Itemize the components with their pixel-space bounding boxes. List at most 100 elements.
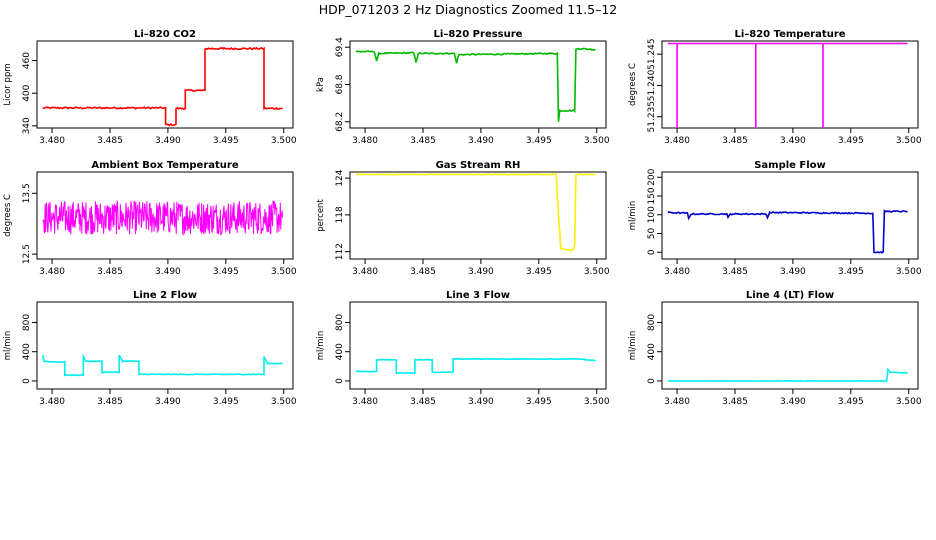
x-tick-label: 3.495	[213, 267, 239, 277]
x-tick-label: 3.500	[271, 136, 297, 146]
series-line	[667, 209, 908, 254]
chart-panels: Li–820 CO2 3.480 3.485 3.490 3.495 3.500 340 40…	[3, 29, 922, 407]
x-tick-label: 3.480	[352, 267, 378, 277]
x-tick-label: 3.485	[97, 267, 123, 277]
chart-panel: Line 3 Flow 3.480 3.485 3.490 3.495 3.500 0 400…	[316, 290, 610, 407]
x-tick-label: 3.480	[39, 136, 65, 146]
x-tick-label: 3.480	[664, 267, 690, 277]
y-tick-label: 800	[335, 314, 345, 331]
x-tick-label: 3.480	[39, 267, 65, 277]
x-tick-label: 3.490	[468, 136, 494, 146]
y-tick-label: 69.4	[335, 37, 345, 57]
y-tick-label: 68.2	[335, 112, 345, 132]
y-tick-label: 0	[647, 249, 657, 255]
chart-panel: Line 4 (LT) Flow 3.480 3.485 3.490 3.495 3.50…	[628, 290, 922, 407]
panel-title: Li–820 Temperature	[734, 29, 845, 40]
y-tick-label: 51.240	[647, 69, 657, 101]
x-tick-label: 3.480	[352, 397, 378, 407]
x-tick-label: 3.485	[97, 397, 123, 407]
y-tick-label: 460	[22, 52, 32, 69]
y-tick-label: 100	[647, 206, 657, 223]
y-axis-label: kPa	[316, 77, 326, 92]
y-tick-label: 124	[335, 169, 345, 186]
panel-title: Ambient Box Temperature	[91, 160, 238, 171]
y-axis-label: degrees C	[3, 194, 13, 237]
panel-title: Li–820 Pressure	[434, 29, 523, 40]
series-line	[355, 173, 596, 252]
y-tick-label: 800	[647, 314, 657, 331]
y-tick-label: 800	[22, 314, 32, 331]
y-tick-label: 68.8	[335, 74, 345, 94]
x-tick-label: 3.490	[780, 136, 806, 146]
plot-frame	[661, 171, 919, 260]
chart-panel: Sample Flow 3.480 3.485 3.490 3.495 3.500 0 50 1…	[628, 160, 922, 277]
y-tick-label: 0	[335, 378, 345, 384]
y-tick-label: 200	[647, 168, 657, 185]
y-tick-label: 400	[22, 84, 32, 101]
y-axis-label: ml/min	[628, 201, 638, 231]
y-tick-label: 50	[647, 228, 657, 240]
y-tick-label: 150	[647, 187, 657, 204]
y-tick-label: 0	[647, 378, 657, 384]
x-tick-label: 3.495	[838, 397, 864, 407]
x-tick-label: 3.495	[526, 397, 552, 407]
x-tick-label: 3.490	[155, 397, 181, 407]
x-tick-label: 3.495	[526, 267, 552, 277]
x-tick-label: 3.490	[468, 267, 494, 277]
x-tick-label: 3.495	[838, 136, 864, 146]
series-line	[42, 353, 283, 377]
plot-frame	[36, 171, 294, 260]
x-tick-label: 3.495	[526, 136, 552, 146]
x-tick-label: 3.485	[97, 136, 123, 146]
x-tick-label: 3.500	[584, 397, 610, 407]
figure-title: HDP_071203 2 Hz Diagnostics Zoomed 11.5–…	[319, 2, 618, 17]
y-axis-label: ml/min	[316, 331, 326, 361]
y-tick-label: 340	[22, 117, 32, 134]
y-tick-label: 400	[335, 343, 345, 360]
x-tick-label: 3.500	[584, 136, 610, 146]
x-tick-label: 3.485	[410, 136, 436, 146]
chart-panel: Li–820 CO2 3.480 3.485 3.490 3.495 3.500 340 40…	[3, 29, 297, 146]
y-tick-label: 13.5	[22, 183, 32, 203]
plot-frame	[661, 301, 919, 390]
series-line	[355, 47, 596, 122]
y-axis-label: ml/min	[3, 331, 13, 361]
series-line	[667, 367, 908, 382]
plot-frame	[36, 40, 294, 129]
chart-panel: Li–820 Pressure 3.480 3.485 3.490 3.495 3.500…	[316, 29, 610, 146]
x-tick-label: 3.485	[722, 267, 748, 277]
x-tick-label: 3.480	[39, 397, 65, 407]
x-tick-label: 3.490	[780, 267, 806, 277]
y-axis-label: Licor ppm	[3, 63, 13, 105]
x-tick-label: 3.500	[584, 267, 610, 277]
x-tick-label: 3.485	[410, 267, 436, 277]
series-line	[42, 200, 284, 236]
x-tick-label: 3.480	[664, 397, 690, 407]
y-tick-label: 51.235	[647, 101, 657, 133]
y-tick-label: 51.245	[647, 38, 657, 70]
panel-title: Li–820 CO2	[134, 29, 196, 40]
x-tick-label: 3.485	[722, 136, 748, 146]
plot-frame	[349, 171, 607, 260]
y-axis-label: degrees C	[628, 63, 638, 106]
x-tick-label: 3.500	[271, 267, 297, 277]
y-axis-label: ml/min	[628, 331, 638, 361]
series-line	[355, 357, 596, 375]
x-tick-label: 3.485	[722, 397, 748, 407]
x-tick-label: 3.490	[468, 397, 494, 407]
x-tick-label: 3.495	[213, 397, 239, 407]
panel-title: Line 2 Flow	[133, 290, 197, 301]
x-tick-label: 3.490	[155, 136, 181, 146]
y-tick-label: 12.5	[22, 244, 32, 264]
plot-frame	[349, 301, 607, 390]
x-tick-label: 3.495	[838, 267, 864, 277]
chart-panel: Gas Stream RH 3.480 3.485 3.490 3.495 3.500 11…	[316, 160, 610, 277]
x-tick-label: 3.495	[213, 136, 239, 146]
y-tick-label: 400	[22, 343, 32, 360]
panel-title: Sample Flow	[754, 160, 826, 171]
x-tick-label: 3.480	[664, 136, 690, 146]
y-tick-label: 118	[335, 206, 345, 223]
panel-title: Gas Stream RH	[436, 160, 521, 171]
x-tick-label: 3.485	[410, 397, 436, 407]
x-tick-label: 3.500	[896, 136, 922, 146]
